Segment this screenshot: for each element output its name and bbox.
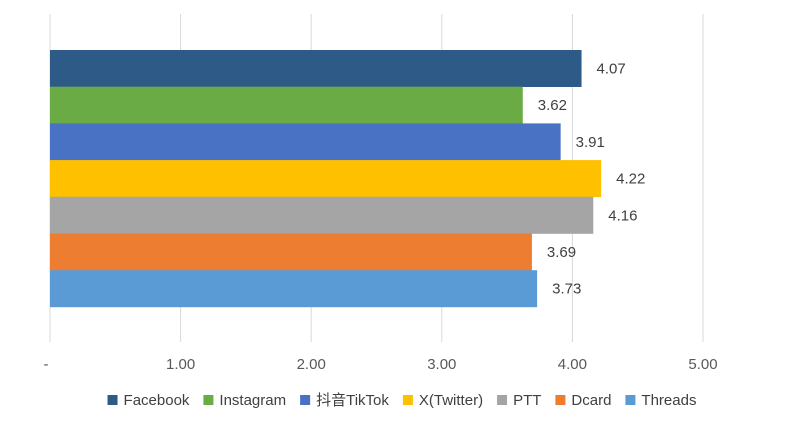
data-label-3: 4.22: [616, 171, 645, 188]
legend-item-5: Dcard: [555, 392, 611, 409]
x-tick-label-2: 2.00: [297, 356, 326, 373]
bar--tiktok: [50, 123, 561, 161]
data-label-5: 3.69: [547, 244, 576, 261]
legend-label-1: Instagram: [219, 392, 286, 409]
legend-label-3: X(Twitter): [419, 392, 483, 409]
data-labels: 4.07 3.62 3.91 4.22 4.16 3.69 3.73: [538, 61, 646, 298]
x-tick-label-4: 4.00: [558, 356, 587, 373]
bars: [50, 50, 602, 308]
x-tick-label-1: 1.00: [166, 356, 195, 373]
data-label-1: 3.62: [538, 97, 567, 114]
legend-swatch-0: [107, 395, 118, 405]
x-tick-label-0: -: [44, 356, 49, 373]
legend-swatch-5: [555, 395, 566, 405]
legend-swatch-3: [402, 395, 413, 405]
bar-ptt: [50, 196, 594, 234]
x-tick-label-3: 3.00: [427, 356, 456, 373]
bar-threads: [50, 270, 538, 308]
x-axis-tick-labels: - 1.00 2.00 3.00 4.00 5.00: [44, 356, 718, 373]
legend-label-5: Dcard: [571, 392, 611, 409]
data-label-6: 3.73: [552, 281, 581, 298]
legend-label-6: Threads: [641, 392, 696, 409]
legend-label-4: PTT: [513, 392, 541, 409]
bar-dcard: [50, 233, 532, 271]
legend-swatch-4: [497, 395, 508, 405]
legend-label-2: 抖音TikTok: [316, 392, 389, 409]
bar-instagram: [50, 86, 523, 124]
legend: Facebook Instagram 抖音TikTok X(Twitter) PTT Dc…: [107, 392, 696, 409]
data-label-2: 3.91: [576, 134, 605, 151]
legend-swatch-2: [300, 395, 311, 405]
legend-item-0: Facebook: [107, 392, 190, 409]
legend-item-4: PTT: [497, 392, 541, 409]
legend-label-0: Facebook: [124, 392, 190, 409]
legend-swatch-1: [203, 395, 214, 405]
legend-item-1: Instagram: [203, 392, 286, 409]
x-tick-label-5: 5.00: [688, 356, 717, 373]
bar-facebook: [50, 50, 582, 87]
legend-item-2: 抖音TikTok: [300, 392, 389, 409]
legend-swatch-6: [625, 395, 636, 405]
legend-item-3: X(Twitter): [402, 392, 483, 409]
legend-item-6: Threads: [625, 392, 696, 409]
bar-x-twitter-: [50, 160, 602, 198]
data-label-4: 4.16: [608, 207, 637, 224]
data-label-0: 4.07: [597, 61, 626, 78]
